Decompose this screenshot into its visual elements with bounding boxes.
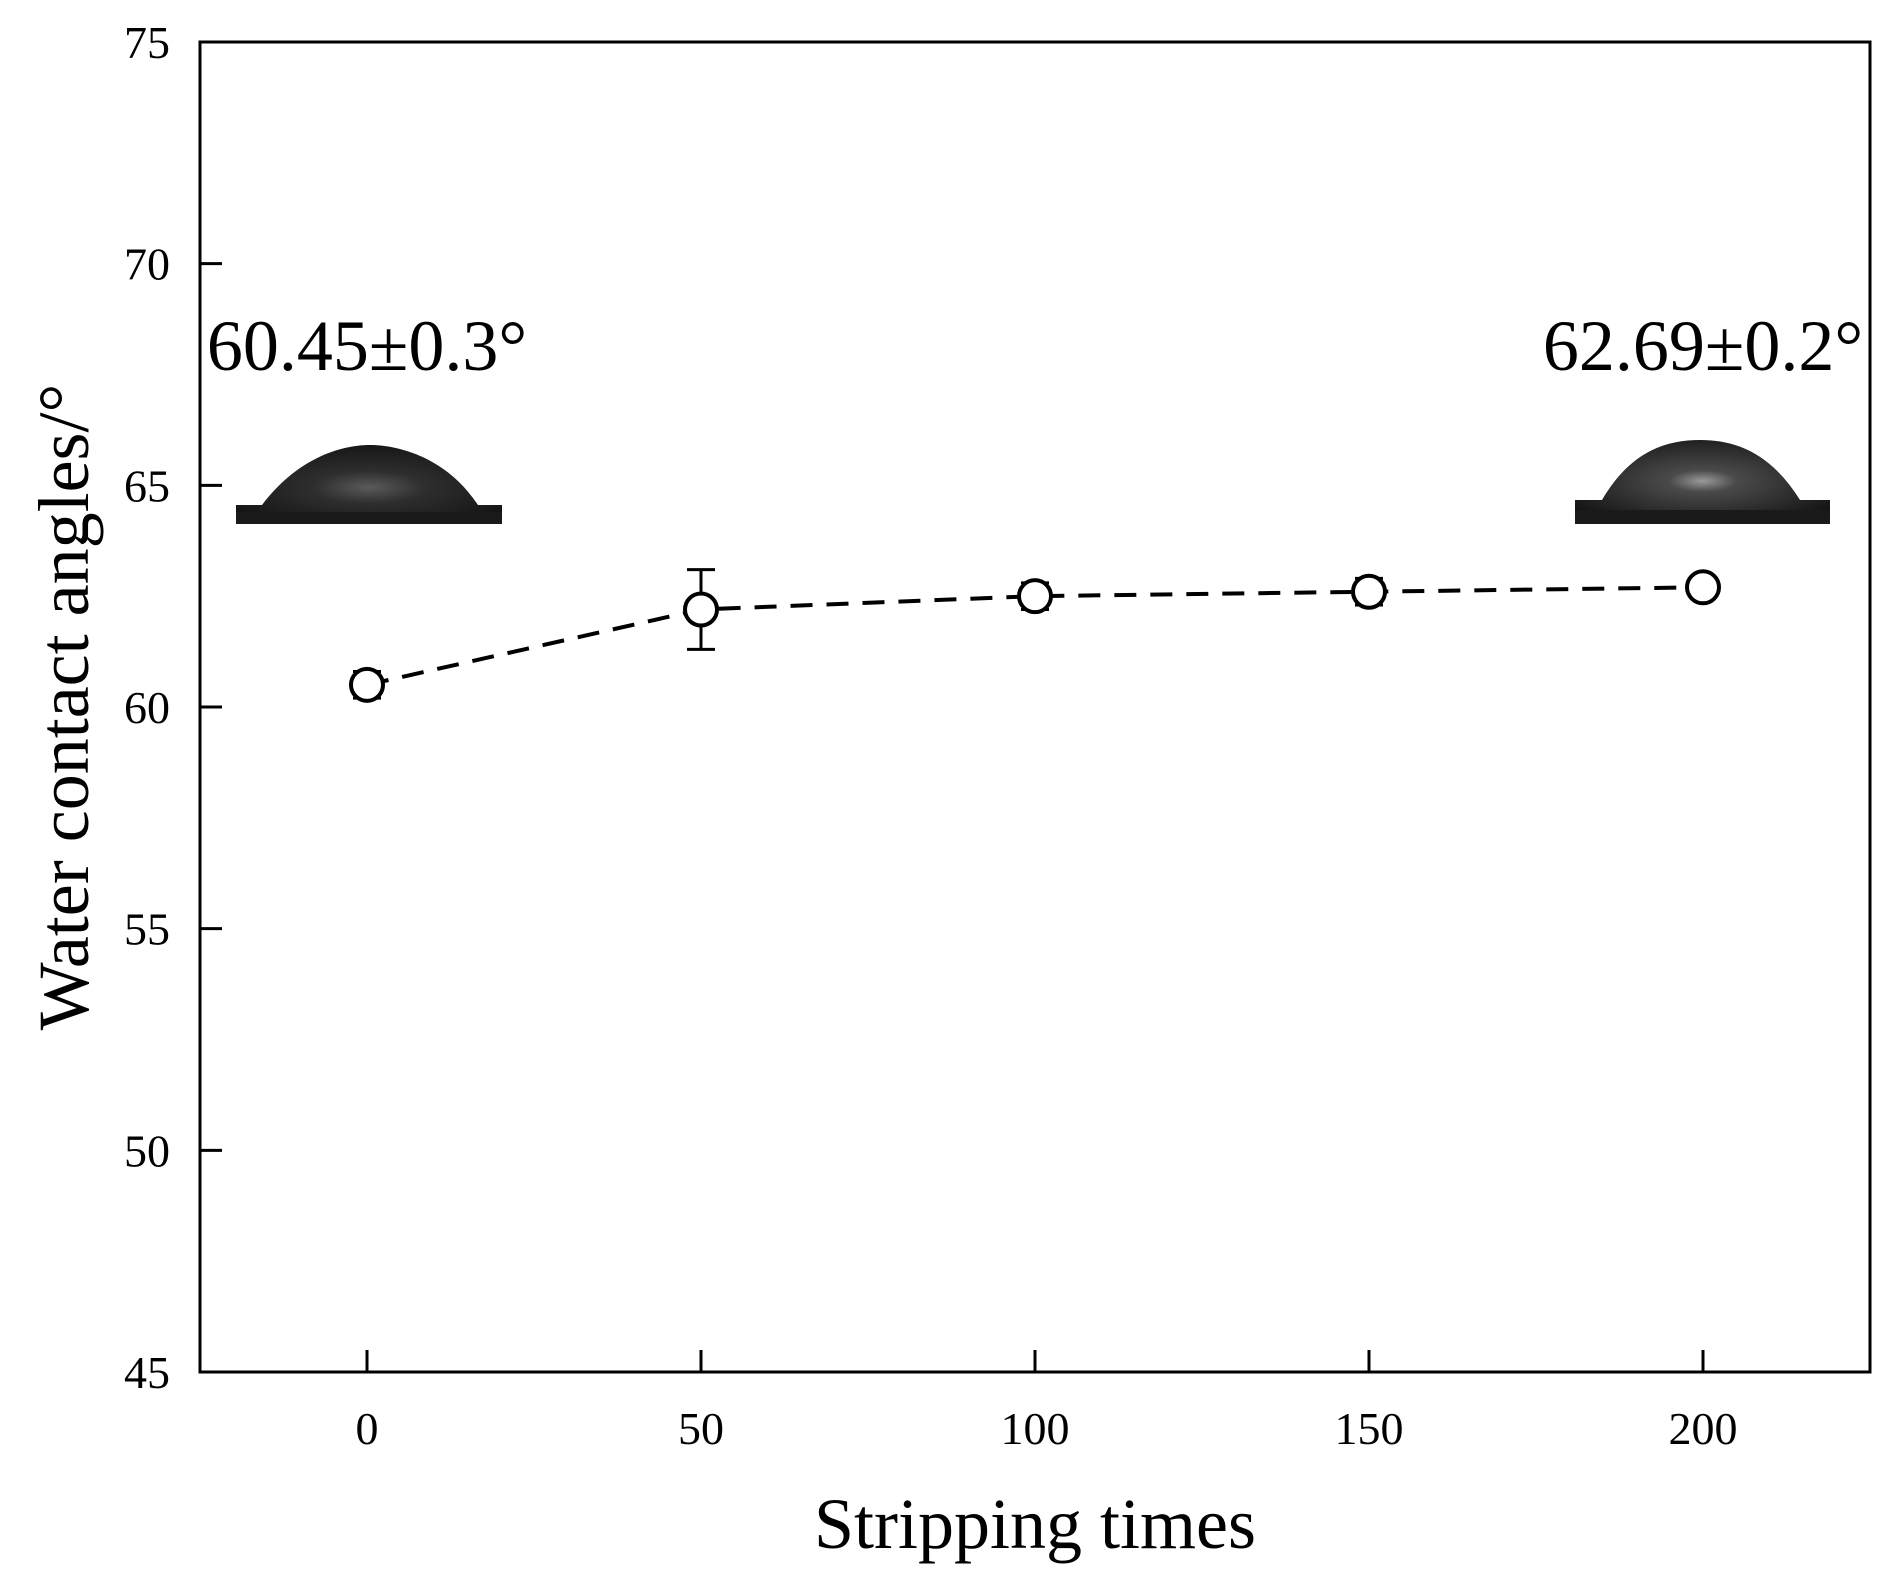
y-axis-title: Water contact angles/° <box>24 384 104 1031</box>
y-tick-label: 70 <box>124 239 170 290</box>
y-tick-label: 60 <box>124 682 170 733</box>
x-tick-label: 200 <box>1669 1403 1738 1454</box>
data-point <box>1351 573 1387 610</box>
y-tick-label: 45 <box>124 1347 170 1398</box>
y-tick-label: 55 <box>124 904 170 955</box>
y-tick-label: 50 <box>124 1125 170 1176</box>
x-tick-label: 150 <box>1335 1403 1404 1454</box>
x-tick-label: 50 <box>678 1403 724 1454</box>
x-tick-label: 100 <box>1001 1403 1070 1454</box>
x-tick-label: 0 <box>356 1403 379 1454</box>
droplet-image-left <box>236 445 502 524</box>
y-tick-label: 65 <box>124 460 170 511</box>
data-point <box>1017 578 1053 615</box>
data-point <box>1685 569 1721 606</box>
axis-ticks: 0 50 100 150 200 45 50 55 60 65 70 75 <box>124 17 1738 1454</box>
annotation-left-angle: 60.45±0.3° <box>207 306 527 386</box>
data-point-layer <box>349 569 1721 703</box>
data-point <box>683 591 719 628</box>
y-tick-label: 75 <box>124 17 170 68</box>
plot-frame <box>198 40 1872 1374</box>
series-line-layer <box>366 585 1704 687</box>
droplet-image-right <box>1575 440 1830 524</box>
data-point <box>349 666 385 703</box>
x-axis-title: Stripping times <box>814 1484 1256 1564</box>
annotation-right-angle: 62.69±0.2° <box>1543 306 1863 386</box>
series-line <box>366 585 1704 687</box>
